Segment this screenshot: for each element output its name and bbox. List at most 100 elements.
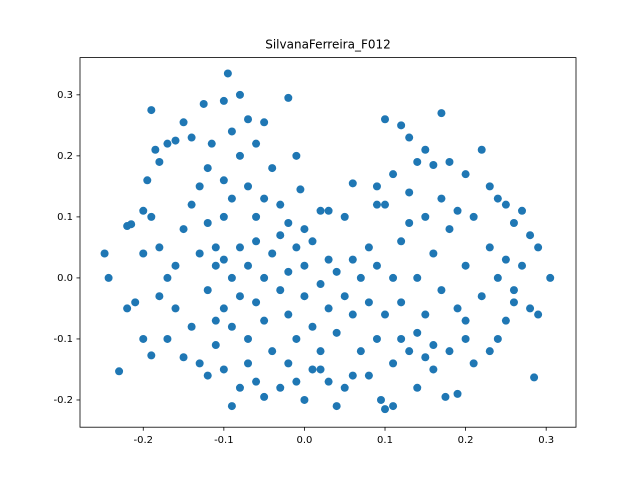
point xyxy=(413,273,422,282)
point xyxy=(268,249,277,258)
point xyxy=(104,273,113,282)
point xyxy=(244,359,253,368)
point xyxy=(389,359,398,368)
point xyxy=(534,243,543,252)
point xyxy=(211,261,220,270)
point xyxy=(219,212,228,221)
point xyxy=(260,273,269,282)
point xyxy=(203,371,212,380)
point xyxy=(268,164,277,173)
point xyxy=(171,261,180,270)
point xyxy=(340,383,349,392)
point xyxy=(477,145,486,154)
point xyxy=(199,99,208,108)
point xyxy=(485,347,494,356)
point xyxy=(461,316,470,325)
chart-title: SilvanaFerreira_F012 xyxy=(265,38,391,52)
point xyxy=(324,206,333,215)
point xyxy=(211,341,220,350)
point xyxy=(187,133,196,142)
point xyxy=(356,273,365,282)
point xyxy=(493,273,502,282)
point xyxy=(372,182,381,191)
point xyxy=(260,118,269,127)
point xyxy=(348,255,357,264)
point xyxy=(292,377,301,386)
point xyxy=(518,206,527,215)
point xyxy=(518,261,527,270)
point xyxy=(171,304,180,313)
point xyxy=(151,145,160,154)
point xyxy=(461,170,470,179)
point xyxy=(332,328,341,337)
point xyxy=(179,353,188,362)
point xyxy=(244,261,253,270)
point xyxy=(203,164,212,173)
point xyxy=(219,365,228,374)
point xyxy=(223,69,232,78)
x-tick-label: -0.2 xyxy=(134,435,154,446)
point xyxy=(244,334,253,343)
point xyxy=(509,218,518,227)
point xyxy=(526,231,535,240)
point xyxy=(139,206,148,215)
point xyxy=(372,200,381,209)
point xyxy=(308,365,317,374)
point xyxy=(292,334,301,343)
point xyxy=(509,298,518,307)
point xyxy=(316,206,325,215)
point xyxy=(413,157,422,166)
point xyxy=(509,286,518,295)
point xyxy=(348,179,357,188)
point xyxy=(493,194,502,203)
point xyxy=(437,109,446,118)
point xyxy=(413,383,422,392)
point xyxy=(147,212,156,221)
x-tick-label: 0.2 xyxy=(458,435,474,446)
point xyxy=(139,249,148,258)
point xyxy=(127,220,136,229)
point xyxy=(227,402,236,411)
point xyxy=(227,127,236,136)
point xyxy=(397,237,406,246)
point xyxy=(163,139,172,148)
point xyxy=(413,328,422,337)
point xyxy=(389,273,398,282)
point xyxy=(429,341,438,350)
point xyxy=(296,185,305,194)
point xyxy=(453,206,462,215)
point xyxy=(284,218,293,227)
point xyxy=(340,212,349,221)
point xyxy=(227,322,236,331)
point xyxy=(429,161,438,170)
point xyxy=(429,365,438,374)
point xyxy=(219,96,228,105)
point xyxy=(195,359,204,368)
point xyxy=(316,280,325,289)
point xyxy=(100,249,109,258)
point xyxy=(381,405,390,414)
point xyxy=(147,351,156,360)
point xyxy=(227,273,236,282)
point xyxy=(260,194,269,203)
point xyxy=(284,267,293,276)
point xyxy=(501,255,510,264)
point xyxy=(389,402,398,411)
point xyxy=(284,359,293,368)
point xyxy=(179,118,188,127)
point xyxy=(244,182,253,191)
point xyxy=(461,334,470,343)
point xyxy=(364,298,373,307)
point xyxy=(227,194,236,203)
point xyxy=(284,310,293,319)
point xyxy=(276,200,285,209)
point xyxy=(348,310,357,319)
point xyxy=(235,383,244,392)
point xyxy=(445,157,454,166)
point xyxy=(469,359,478,368)
point xyxy=(211,316,220,325)
point xyxy=(421,310,430,319)
point xyxy=(187,322,196,331)
